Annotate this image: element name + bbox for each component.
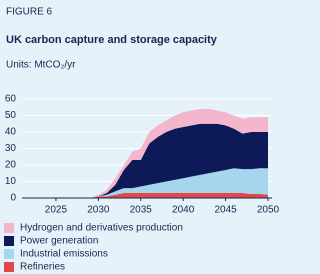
legend-swatch — [4, 223, 14, 233]
figure-label: FIGURE 6 — [6, 7, 53, 18]
chart-title: UK carbon capture and storage capacity — [6, 34, 218, 46]
legend-swatch — [4, 249, 14, 259]
x-tick-label: 2030 — [87, 205, 110, 216]
area — [89, 193, 269, 198]
legend-label: Refineries — [20, 262, 65, 273]
chart: FIGURE 6 UK carbon capture and storage c… — [4, 7, 280, 273]
x-tick-label: 2035 — [130, 205, 153, 216]
y-tick-label: 20 — [5, 160, 17, 171]
y-tick-label: 50 — [5, 110, 17, 121]
area — [89, 108, 269, 198]
y-tick-label: 30 — [5, 143, 17, 154]
y-tick-label: 60 — [5, 94, 17, 105]
x-tick-label: 2045 — [214, 205, 237, 216]
legend-label: Power generation — [20, 236, 98, 247]
x-tick-label: 2025 — [45, 205, 68, 216]
area — [89, 123, 269, 198]
legend-swatch — [4, 236, 14, 246]
x-tick-label: 2050 — [257, 205, 280, 216]
y-tick-label: 10 — [5, 176, 17, 187]
units-label: Units: MtCO₂/yr — [6, 60, 76, 71]
legend-swatch — [4, 262, 14, 272]
area — [89, 168, 269, 198]
legend-label: Industrial emissions — [20, 249, 108, 260]
y-tick-label: 0 — [10, 193, 16, 204]
y-tick-label: 40 — [5, 127, 17, 138]
legend-label: Hydrogen and derivatives production — [20, 223, 183, 234]
x-tick-label: 2040 — [172, 205, 195, 216]
